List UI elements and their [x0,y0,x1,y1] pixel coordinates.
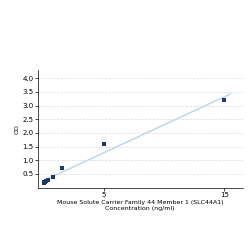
Y-axis label: OD: OD [14,124,19,134]
X-axis label: Mouse Solute Carrier Family 44 Member 1 (SLC44A1)
Concentration (ng/ml): Mouse Solute Carrier Family 44 Member 1 … [57,200,223,211]
